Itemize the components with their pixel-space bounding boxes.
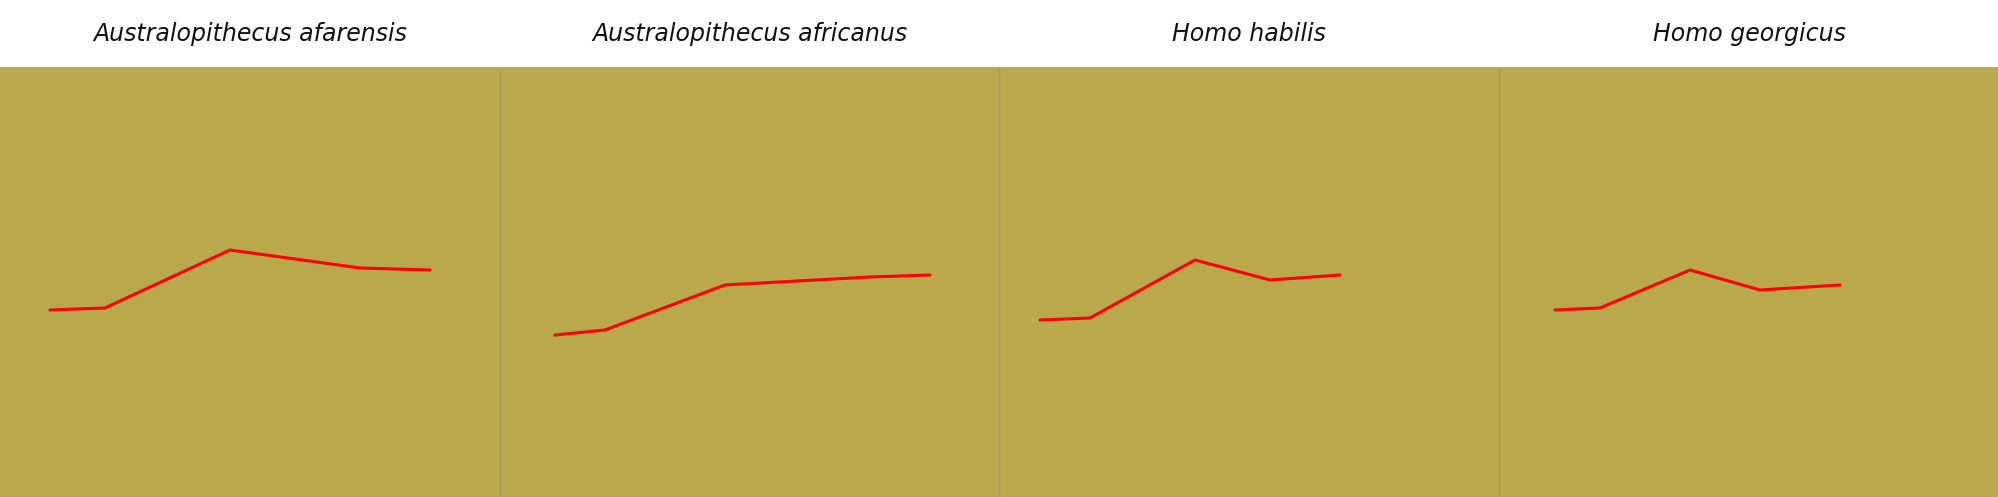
Text: Australopithecus africanus: Australopithecus africanus: [591, 21, 907, 46]
Text: Homo georgicus: Homo georgicus: [1652, 21, 1844, 46]
Text: Homo habilis: Homo habilis: [1173, 21, 1325, 46]
Bar: [0, 0, 1998, 67]
Bar: [0, 67, 1998, 497]
Text: Australopithecus afarensis: Australopithecus afarensis: [92, 21, 408, 46]
